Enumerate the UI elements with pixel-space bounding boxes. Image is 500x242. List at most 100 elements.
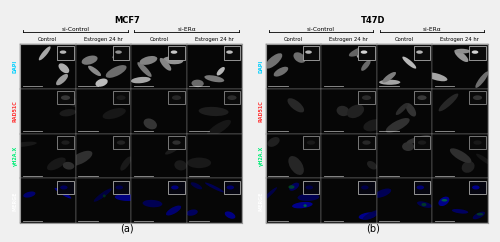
Ellipse shape: [418, 140, 426, 145]
Ellipse shape: [204, 75, 224, 82]
Ellipse shape: [268, 137, 280, 147]
Ellipse shape: [88, 66, 101, 76]
Bar: [414, 136, 430, 149]
Text: DAPI: DAPI: [13, 60, 18, 73]
Ellipse shape: [142, 200, 163, 207]
Text: (a): (a): [120, 224, 134, 234]
Ellipse shape: [382, 72, 396, 83]
Ellipse shape: [298, 193, 320, 201]
Ellipse shape: [396, 103, 408, 115]
Ellipse shape: [360, 50, 368, 54]
Text: MCF7: MCF7: [114, 16, 140, 25]
Bar: [224, 181, 240, 194]
Ellipse shape: [68, 151, 92, 166]
Bar: [469, 46, 486, 60]
Text: Control: Control: [149, 37, 168, 42]
Bar: [224, 91, 240, 104]
Ellipse shape: [60, 50, 66, 54]
Bar: [57, 46, 74, 60]
Ellipse shape: [386, 118, 409, 133]
Ellipse shape: [452, 209, 468, 214]
Ellipse shape: [261, 187, 277, 202]
Ellipse shape: [102, 108, 126, 119]
Text: si-Control: si-Control: [62, 27, 90, 32]
Ellipse shape: [216, 67, 225, 76]
Text: MERGE: MERGE: [258, 191, 264, 211]
Bar: [57, 136, 74, 149]
Ellipse shape: [304, 204, 307, 207]
Ellipse shape: [198, 107, 228, 116]
Text: Estrogen 24 hr: Estrogen 24 hr: [195, 37, 234, 42]
Text: Control: Control: [284, 37, 303, 42]
Ellipse shape: [106, 65, 126, 78]
Bar: [168, 91, 185, 104]
Ellipse shape: [361, 60, 370, 71]
Bar: [414, 91, 430, 104]
Text: Control: Control: [38, 37, 57, 42]
Text: si-Control: si-Control: [307, 27, 335, 32]
Ellipse shape: [54, 188, 72, 198]
Ellipse shape: [131, 77, 150, 83]
Ellipse shape: [358, 212, 376, 219]
Bar: [414, 46, 430, 60]
Ellipse shape: [416, 185, 424, 189]
Ellipse shape: [418, 95, 426, 100]
Ellipse shape: [476, 213, 483, 216]
Ellipse shape: [116, 95, 126, 100]
Ellipse shape: [336, 106, 349, 116]
Bar: [168, 181, 185, 194]
Ellipse shape: [288, 98, 304, 113]
Ellipse shape: [24, 191, 36, 198]
Text: si-ERα: si-ERα: [422, 27, 442, 32]
Text: Estrogen 24 hr: Estrogen 24 hr: [84, 37, 123, 42]
Ellipse shape: [63, 162, 74, 170]
Ellipse shape: [116, 185, 123, 189]
Text: si-ERα: si-ERα: [177, 27, 196, 32]
Ellipse shape: [186, 209, 198, 216]
Ellipse shape: [454, 49, 470, 53]
Bar: [168, 136, 185, 149]
Text: Control: Control: [395, 37, 414, 42]
Ellipse shape: [474, 140, 482, 145]
Ellipse shape: [226, 50, 233, 54]
Ellipse shape: [47, 157, 66, 170]
Ellipse shape: [138, 62, 151, 77]
Ellipse shape: [364, 119, 384, 131]
Bar: [469, 136, 486, 149]
Text: Estrogen 24 hr: Estrogen 24 hr: [329, 37, 368, 42]
Bar: [112, 181, 130, 194]
Bar: [358, 91, 375, 104]
Ellipse shape: [367, 161, 377, 170]
Ellipse shape: [416, 50, 423, 54]
Ellipse shape: [292, 202, 312, 208]
Bar: [358, 181, 375, 194]
Ellipse shape: [170, 50, 177, 54]
Ellipse shape: [402, 57, 416, 69]
Ellipse shape: [61, 95, 70, 100]
Ellipse shape: [187, 158, 211, 168]
Ellipse shape: [60, 109, 76, 116]
Bar: [302, 46, 320, 60]
Text: RAD51C: RAD51C: [13, 100, 18, 122]
Text: Estrogen 24 hr: Estrogen 24 hr: [440, 37, 479, 42]
Ellipse shape: [192, 80, 204, 87]
Ellipse shape: [62, 140, 70, 145]
Text: (b): (b): [366, 224, 380, 234]
Ellipse shape: [82, 55, 98, 65]
Ellipse shape: [374, 189, 391, 198]
Bar: [358, 46, 375, 60]
Ellipse shape: [476, 154, 493, 166]
Ellipse shape: [160, 58, 172, 71]
Ellipse shape: [58, 63, 70, 73]
Ellipse shape: [274, 67, 288, 76]
Ellipse shape: [140, 56, 158, 65]
Bar: [469, 181, 486, 194]
Ellipse shape: [379, 80, 400, 85]
Ellipse shape: [115, 50, 122, 54]
Text: T47D: T47D: [360, 16, 385, 25]
Ellipse shape: [60, 185, 68, 189]
Ellipse shape: [361, 185, 368, 189]
Ellipse shape: [442, 199, 448, 202]
Bar: [358, 136, 375, 149]
Bar: [414, 181, 430, 194]
